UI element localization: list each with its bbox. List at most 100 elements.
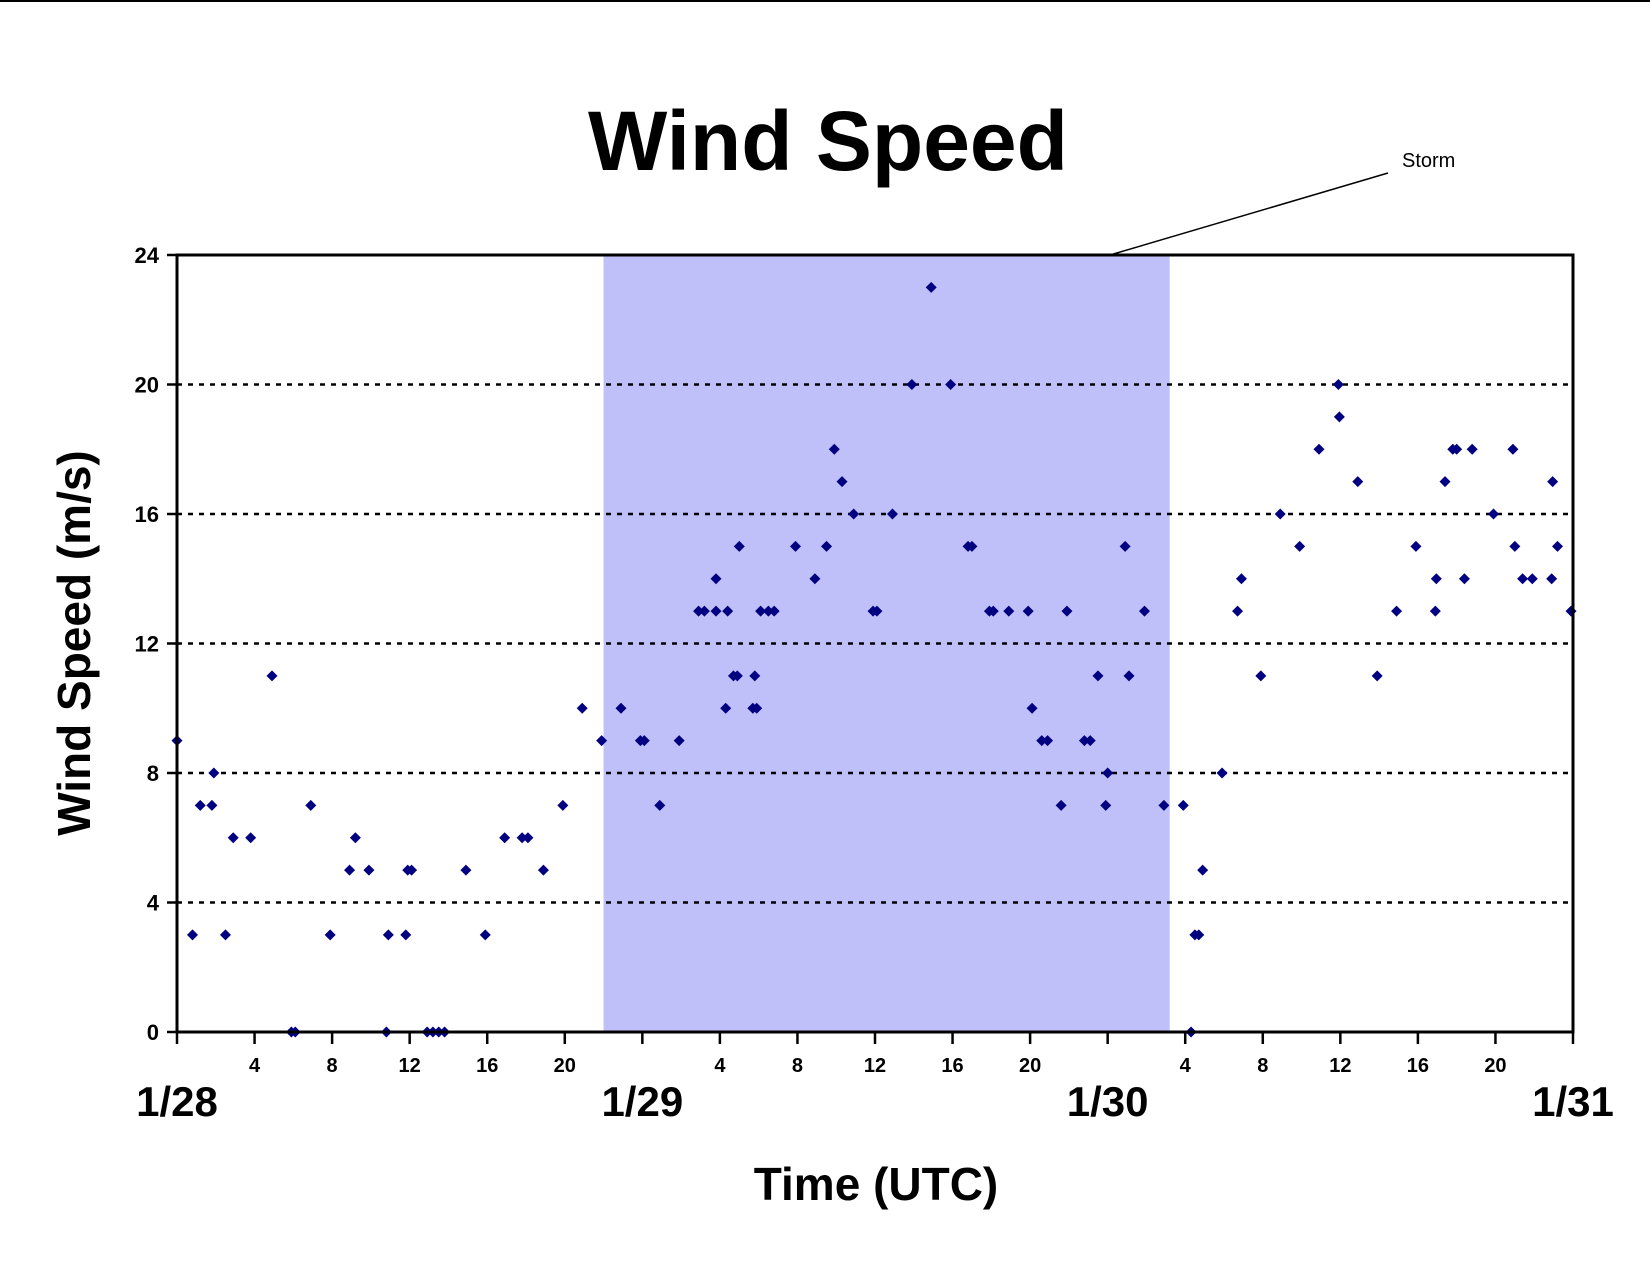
- y-tick-label: 12: [135, 632, 159, 657]
- data-point: [836, 476, 848, 488]
- y-axis-label: Wind Speed (m/s): [48, 450, 100, 836]
- top-border: [0, 0, 1650, 2]
- data-point: [1139, 605, 1151, 617]
- x-axis-ticks: 4 8 12 16 20 4 8 12 16 20 4 8 12 16 20 1/28 1/29 1/30 1/31: [136, 1032, 1614, 1125]
- x-tick-label: 20: [1484, 1055, 1506, 1077]
- data-point: [1551, 540, 1563, 552]
- data-point: [1526, 573, 1538, 585]
- data-point: [194, 799, 206, 811]
- data-point: [1451, 443, 1463, 455]
- data-point: [1193, 929, 1205, 941]
- data-point: [749, 670, 761, 682]
- data-point: [945, 379, 957, 390]
- data-point: [987, 605, 999, 617]
- x-tick-label: 12: [1329, 1055, 1351, 1077]
- data-point: [245, 832, 257, 844]
- data-point: [516, 832, 528, 844]
- data-point: [219, 929, 231, 941]
- data-point: [1352, 476, 1364, 488]
- data-point: [848, 508, 860, 520]
- x-tick-label: 8: [327, 1055, 338, 1077]
- data-point: [1391, 605, 1403, 617]
- data-point: [460, 864, 472, 876]
- data-point: [809, 573, 821, 585]
- x-tick-label: 16: [1407, 1055, 1429, 1077]
- date-label: 1/28: [136, 1078, 218, 1125]
- data-point: [698, 605, 710, 617]
- data-point: [1371, 670, 1383, 682]
- data-point: [925, 281, 937, 293]
- x-tick-label: 16: [476, 1055, 498, 1077]
- data-point: [1313, 443, 1325, 455]
- x-tick-label: 4: [1180, 1055, 1192, 1077]
- data-point: [1216, 767, 1228, 779]
- data-point: [1517, 573, 1529, 585]
- y-tick-label: 24: [135, 243, 160, 268]
- data-point: [522, 832, 534, 844]
- data-point: [1036, 735, 1048, 747]
- data-point: [576, 702, 588, 714]
- data-point: [693, 605, 705, 617]
- data-point: [1084, 735, 1096, 747]
- data-point: [1274, 508, 1286, 520]
- data-point: [206, 799, 218, 811]
- data-point: [638, 735, 650, 747]
- data-points: [171, 281, 1577, 1038]
- y-tick-label: 4: [147, 891, 160, 916]
- data-point: [1509, 540, 1521, 552]
- data-point: [762, 605, 774, 617]
- y-tick-label: 16: [135, 502, 159, 527]
- data-point: [1026, 702, 1038, 714]
- data-point: [1177, 799, 1189, 811]
- data-point: [1439, 476, 1451, 488]
- data-point: [768, 605, 780, 617]
- data-point: [755, 605, 767, 617]
- data-point: [305, 799, 317, 811]
- y-axis-ticks: 0 4 8 12 16 20 24: [135, 243, 177, 1045]
- data-point: [1078, 735, 1090, 747]
- storm-band: [603, 255, 1170, 1032]
- data-point: [1055, 799, 1067, 811]
- data-point: [710, 573, 722, 585]
- date-label: 1/31: [1532, 1078, 1614, 1125]
- data-point: [363, 864, 375, 876]
- y-tick-label: 8: [147, 761, 159, 786]
- x-tick-label: 4: [249, 1055, 261, 1077]
- data-point: [751, 702, 763, 714]
- data-point: [1061, 605, 1073, 617]
- data-point: [733, 540, 745, 552]
- data-point: [227, 832, 239, 844]
- data-point: [1410, 540, 1422, 552]
- data-point: [1042, 735, 1054, 747]
- data-point: [673, 735, 685, 747]
- data-point: [1546, 573, 1558, 585]
- chart-title: Wind Speed: [588, 94, 1068, 188]
- x-axis-label: Time (UTC): [754, 1158, 999, 1210]
- data-point: [1235, 573, 1247, 585]
- data-point: [828, 443, 840, 455]
- data-point: [1466, 443, 1478, 455]
- data-point: [596, 735, 608, 747]
- data-point: [1022, 605, 1034, 617]
- data-point: [1100, 799, 1112, 811]
- data-point: [1547, 476, 1559, 488]
- data-point: [400, 929, 412, 941]
- data-point: [349, 832, 361, 844]
- x-tick-label: 8: [1257, 1055, 1268, 1077]
- data-point: [1429, 605, 1441, 617]
- data-point: [1003, 605, 1015, 617]
- date-label: 1/30: [1067, 1078, 1149, 1125]
- data-point: [344, 864, 356, 876]
- data-point: [871, 605, 883, 617]
- date-label: 1/29: [601, 1078, 683, 1125]
- storm-annotation-leader: [1109, 172, 1389, 256]
- x-tick-label: 16: [941, 1055, 963, 1077]
- data-point: [710, 605, 722, 617]
- x-tick-label: 12: [399, 1055, 421, 1077]
- data-point: [479, 929, 491, 941]
- data-point: [1332, 379, 1344, 390]
- data-point: [615, 702, 627, 714]
- data-point: [1333, 411, 1345, 423]
- data-point: [966, 540, 978, 552]
- data-point: [1092, 670, 1104, 682]
